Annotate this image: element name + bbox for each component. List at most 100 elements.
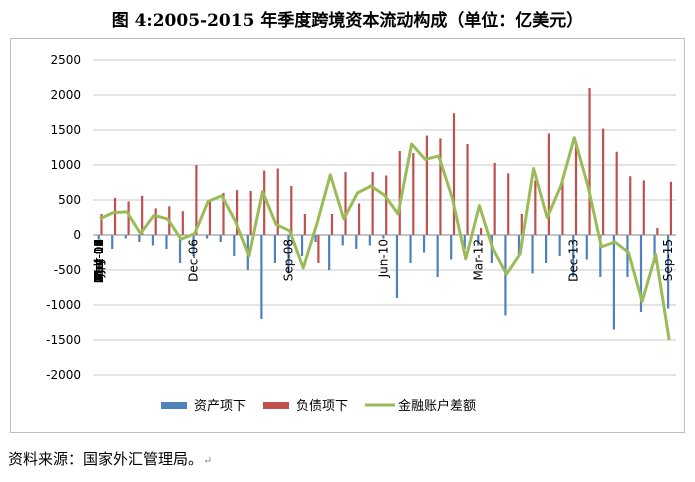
bar-liability: [181, 211, 184, 235]
bar-liability: [371, 172, 374, 235]
source-note-text: 资料来源：国家外汇管理局。: [8, 450, 204, 468]
x-tick-label: Feb-15: [92, 239, 106, 280]
bar-liability: [385, 175, 388, 235]
bar-liability: [547, 133, 550, 235]
x-tick-label: Dec-06: [187, 239, 201, 282]
bar-liability: [452, 113, 456, 235]
bar-liability: [520, 214, 523, 235]
legend-swatch: [263, 402, 289, 409]
bar-asset: [368, 235, 371, 246]
bar-liability: [602, 128, 605, 235]
bar-asset: [260, 235, 263, 319]
x-tick-label: Dec-13: [566, 239, 580, 282]
legend-label: 资产项下: [194, 399, 246, 414]
bar-liability: [466, 144, 469, 235]
bar-asset: [639, 235, 643, 312]
bar-liability: [669, 181, 673, 235]
bar-asset: [599, 235, 602, 277]
x-tick-label: Oct-12: [92, 239, 106, 279]
bar-asset: [667, 235, 670, 309]
bar-liability: [290, 186, 293, 235]
bar-asset: [165, 235, 168, 249]
bar-liability: [357, 203, 361, 235]
paragraph-mark-icon: ↵: [203, 454, 213, 467]
x-tick-label: Nov-09: [92, 239, 106, 282]
bar-liability: [344, 172, 347, 235]
bar-liability: [141, 195, 144, 235]
bar-asset: [612, 235, 615, 330]
bar-liability: [425, 135, 428, 235]
bar-asset: [626, 235, 629, 277]
bar-liability: [208, 200, 212, 235]
x-tick-label: Mar-12: [471, 239, 485, 280]
x-tick-label: Jun-10: [377, 239, 391, 278]
y-tick-label: 0: [73, 228, 81, 242]
bar-liability: [276, 168, 279, 235]
x-tick-label: May-06: [92, 239, 106, 283]
x-tick-label: Oct-05: [92, 239, 106, 279]
bar-asset: [409, 235, 412, 263]
bar-asset: [192, 235, 195, 256]
bar-asset: [463, 235, 466, 249]
bar-liability: [534, 180, 537, 235]
bar-asset: [273, 235, 277, 263]
bar-liability: [222, 193, 225, 235]
bar-liability: [249, 190, 252, 235]
legend-label: 金融账户差额: [398, 398, 476, 414]
y-tick-label: 1500: [50, 123, 81, 137]
bars: [97, 88, 673, 330]
bar-liability: [195, 165, 198, 235]
bar-liability: [588, 88, 591, 235]
bar-liability: [263, 170, 266, 235]
bar-asset: [341, 235, 344, 246]
series-line-financial-account: [99, 136, 671, 341]
bar-asset: [504, 235, 507, 316]
y-tick-label: 2500: [50, 53, 81, 67]
bar-liability: [412, 153, 415, 235]
bar-asset: [422, 235, 426, 253]
bar-asset: [138, 235, 141, 242]
x-tick-label: Sep-15: [661, 239, 675, 281]
bar-asset: [328, 235, 331, 270]
x-tick-label: Aug-11: [92, 239, 106, 282]
bar-asset: [124, 235, 127, 239]
bar-liability: [100, 214, 103, 235]
bar-liability: [330, 214, 334, 235]
bar-asset: [287, 235, 290, 274]
y-tick-label: 2000: [50, 88, 81, 102]
y-tick-label: 500: [58, 193, 81, 207]
bar-liability: [303, 214, 306, 235]
legend-swatch: [161, 402, 187, 409]
bar-asset: [300, 235, 304, 256]
bar-asset: [151, 235, 155, 246]
x-tick-label: Jan-11: [92, 239, 106, 278]
bar-liability: [127, 201, 130, 235]
chart-title: 图 4:2005-2015 年季度跨境资本流动构成（单位：亿美元）: [111, 11, 584, 31]
bar-liability: [439, 138, 442, 235]
bar-liability: [629, 176, 632, 235]
bar-asset: [395, 235, 399, 298]
bar-asset: [178, 235, 182, 263]
bar-asset: [531, 235, 534, 274]
bar-asset: [233, 235, 236, 256]
bar-liability: [480, 228, 483, 235]
x-tick-label: Feb-08: [92, 239, 106, 280]
bar-asset: [436, 235, 439, 277]
bar-asset: [450, 235, 453, 260]
bar-asset: [517, 235, 521, 256]
x-tick-label: Jul-07: [92, 239, 106, 274]
bar-asset: [477, 235, 480, 246]
x-tick-label: Apr-09: [92, 239, 106, 279]
series-line: [99, 136, 671, 341]
bar-liability: [656, 228, 659, 235]
bar-asset: [97, 235, 100, 240]
bar-asset: [355, 235, 358, 249]
bar-asset: [544, 235, 548, 263]
legend: 资产项下 负债项下 金融账户差额: [161, 398, 476, 414]
legend-label: 负债项下: [296, 399, 348, 414]
bar-liability: [235, 190, 239, 235]
y-tick-label: -1000: [46, 298, 81, 312]
bar-liability: [574, 141, 578, 235]
bar-liability: [154, 208, 157, 235]
